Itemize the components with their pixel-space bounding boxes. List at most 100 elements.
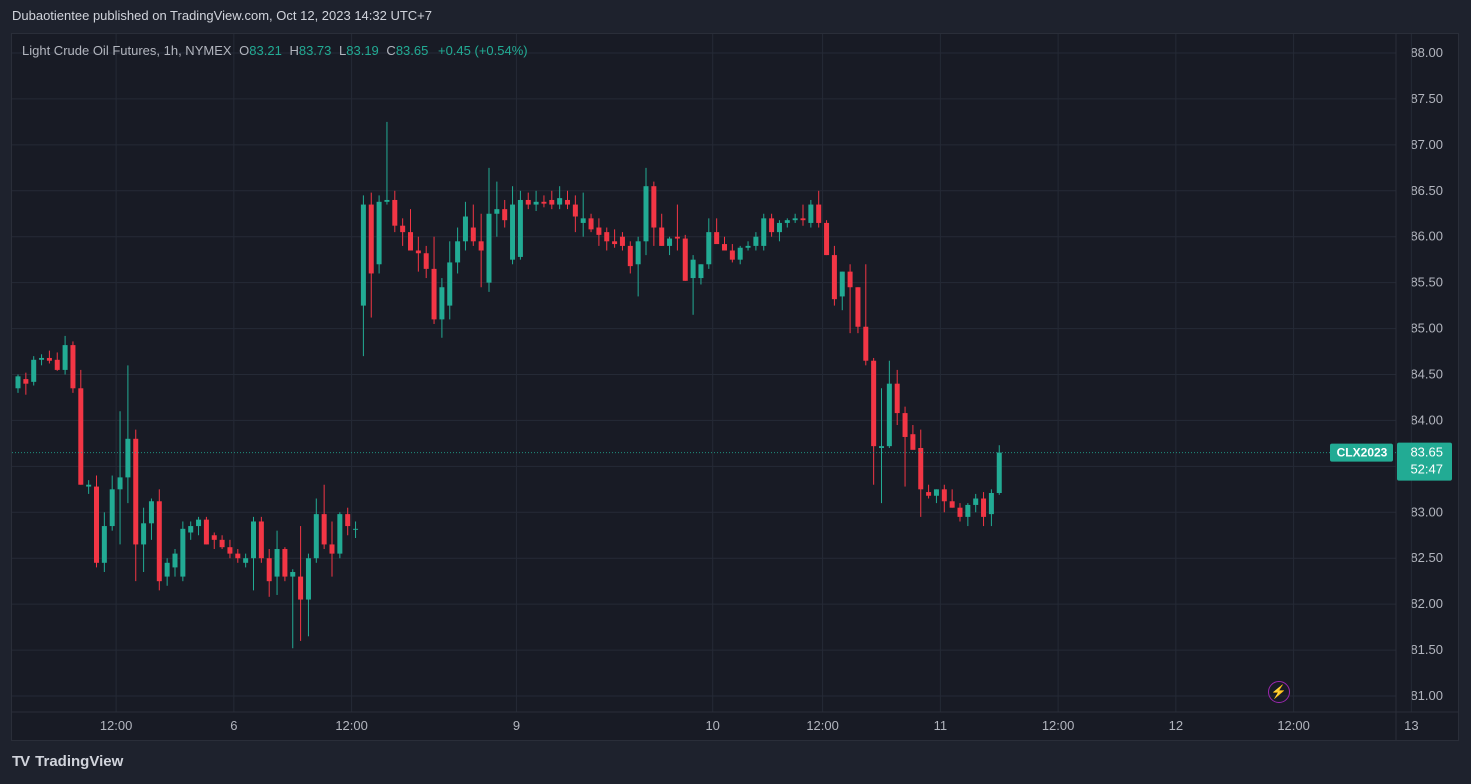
chart-frame[interactable] [11, 33, 1459, 741]
candle-body [855, 287, 861, 327]
candle-body [776, 222, 782, 233]
candle-body [918, 447, 924, 490]
x-tick-label: 12:00 [100, 718, 133, 733]
candle-body [46, 357, 52, 361]
candle-body [792, 218, 798, 221]
candle-body [70, 345, 76, 389]
x-tick-label: 12:00 [335, 718, 368, 733]
candle-body [148, 501, 154, 524]
candle-body [478, 241, 484, 251]
candle-body [321, 514, 327, 545]
x-tick-label: 11 [934, 718, 948, 733]
legend-high-label: H [289, 43, 299, 58]
candle-body [86, 484, 92, 487]
candle-body [23, 379, 29, 384]
y-tick-label: 81.50 [1410, 642, 1443, 657]
candle-body [455, 241, 461, 263]
x-tick-label: 13 [1404, 718, 1418, 733]
candle-body [353, 528, 359, 530]
candle-body [659, 227, 665, 246]
candle-body [117, 477, 123, 490]
candle-body [604, 232, 610, 242]
x-tick-label: 12 [1169, 718, 1183, 733]
legend-low-label: L [339, 43, 347, 58]
candle-body [988, 492, 994, 515]
candle-body [847, 271, 853, 288]
candle-body [879, 446, 884, 448]
legend-open-value: 83.21 [249, 43, 282, 58]
candle-body [368, 204, 374, 274]
candle-body [572, 204, 578, 217]
candle-body [101, 526, 107, 563]
candle-body [462, 216, 468, 242]
candle-body [839, 271, 845, 297]
candle-body [737, 247, 743, 260]
candle-body [447, 262, 453, 306]
candle-body [156, 501, 162, 582]
candle-body [784, 220, 790, 223]
candle-body [470, 227, 476, 242]
candle-body [54, 359, 60, 370]
candle-body [109, 489, 115, 527]
candle-body [714, 232, 720, 245]
candle-body [549, 199, 555, 205]
candle-body [125, 438, 131, 478]
candle-body [965, 504, 971, 517]
candle-body [408, 232, 413, 251]
candle-body [580, 218, 586, 223]
candle-body [298, 576, 304, 600]
x-tick-label: 12:00 [1277, 718, 1310, 733]
candle-body [282, 549, 288, 577]
y-tick-label: 83.00 [1410, 504, 1443, 519]
candle-body [31, 359, 37, 382]
y-tick-label: 82.50 [1410, 550, 1443, 565]
footer-branding[interactable]: TV TradingView [12, 753, 123, 770]
candle-body [612, 241, 618, 245]
candle-body [690, 259, 696, 279]
candle-body [15, 376, 21, 389]
candle-body [831, 255, 837, 300]
candle-body [337, 514, 343, 554]
candle-body [902, 413, 908, 437]
candle-body [188, 526, 194, 533]
candle-body [871, 360, 877, 447]
y-tick-label: 85.00 [1410, 321, 1443, 336]
candle-body [769, 218, 775, 233]
candle-body [392, 199, 398, 226]
y-tick-label: 87.50 [1410, 91, 1443, 106]
price-tag-bg [1397, 442, 1452, 481]
candle-body [557, 198, 563, 205]
legend-high-value: 83.73 [298, 43, 332, 58]
candle-body [957, 507, 963, 517]
ticker-tag-label: CLX2023 [1337, 446, 1388, 460]
legend-change: +0.45 (+0.54%) [437, 43, 528, 58]
candle-body [753, 236, 759, 246]
candle-body [949, 501, 955, 508]
candle-body [635, 241, 641, 265]
candle-body [172, 553, 178, 568]
candle-body [651, 186, 657, 228]
candle-body [800, 218, 806, 221]
candle-body [525, 199, 531, 205]
candle-body [345, 514, 351, 527]
candle-body [439, 287, 445, 320]
ticker-tag-bg [1330, 443, 1393, 462]
candle-body [698, 264, 704, 279]
candle-body [517, 199, 523, 257]
candle-body [313, 514, 319, 559]
chart-legend: Light Crude Oil Futures, 1h, NYMEX O83.2… [22, 43, 528, 58]
tradingview-brand: TradingView [35, 753, 124, 770]
lightning-bolt-icon[interactable]: ⚡ [1268, 681, 1290, 703]
candle-body [627, 245, 633, 267]
candle-body [243, 558, 249, 563]
candle-body [933, 489, 939, 496]
candle-body [941, 489, 947, 502]
candle-body [894, 383, 900, 414]
candle-body [541, 201, 547, 204]
candle-body [203, 519, 209, 545]
candle-body [667, 238, 673, 246]
y-tick-label: 88.00 [1410, 45, 1443, 60]
candle-body [329, 544, 335, 554]
candle-body [486, 213, 492, 283]
